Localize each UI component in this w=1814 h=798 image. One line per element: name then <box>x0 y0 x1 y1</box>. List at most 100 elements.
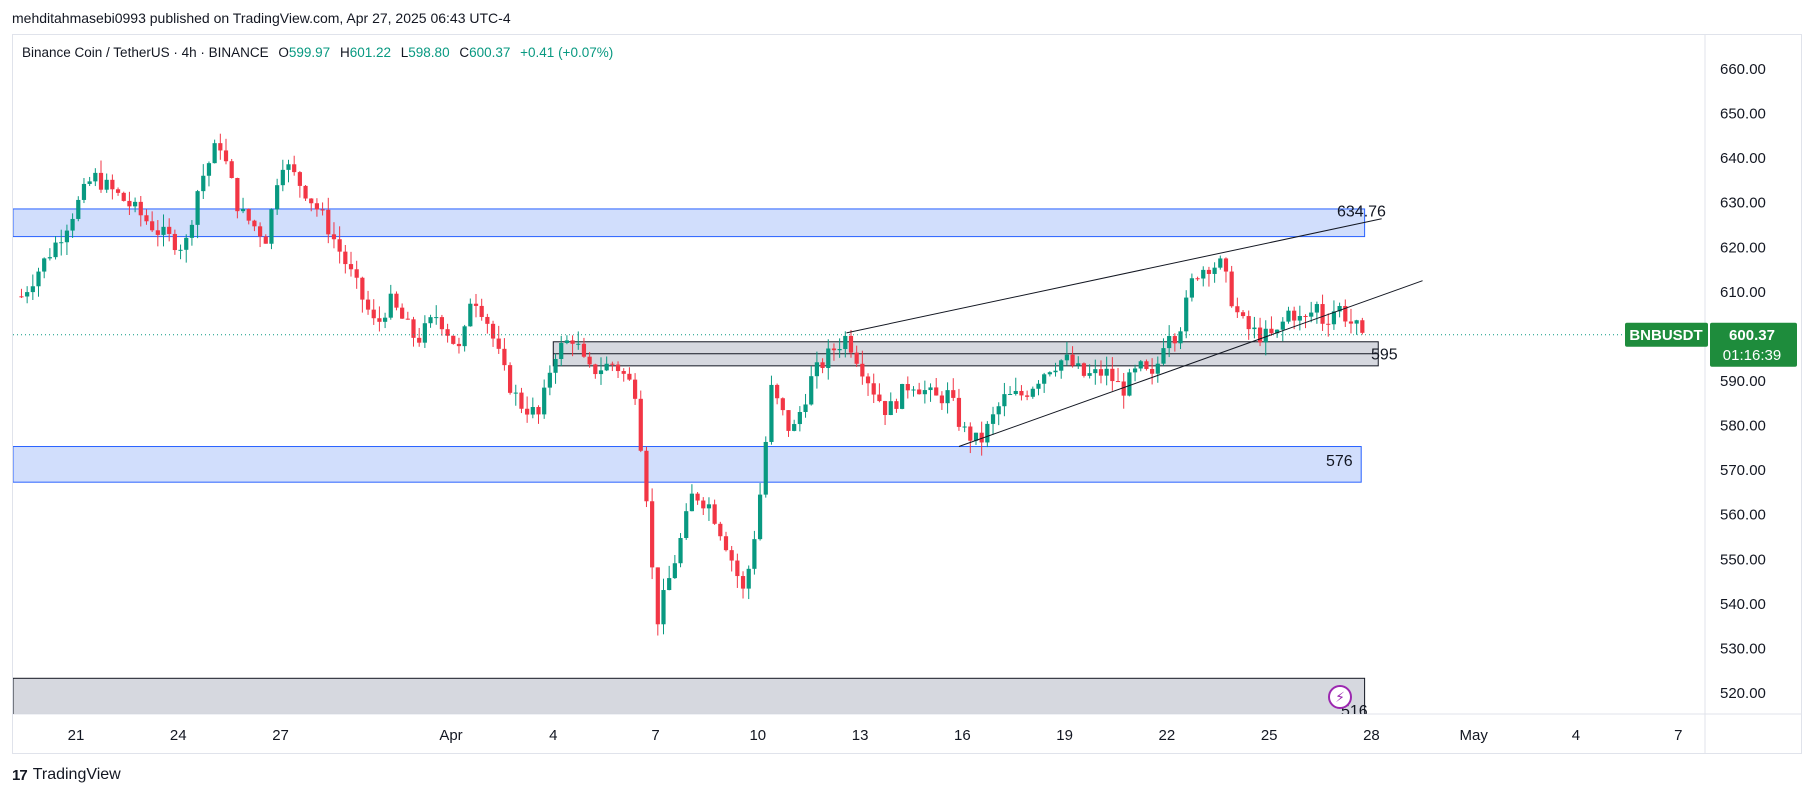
candle-body <box>1280 321 1285 330</box>
candle-body <box>848 335 854 353</box>
candle-body <box>1195 278 1200 280</box>
x-tick-label: 16 <box>954 727 971 744</box>
candle-body <box>865 376 871 384</box>
chart-frame <box>12 34 1802 754</box>
candle-body <box>1229 271 1234 307</box>
candle-body <box>928 387 933 391</box>
candle-body <box>257 226 263 237</box>
candle-body <box>269 209 274 244</box>
candle-body <box>53 242 58 258</box>
candle-body <box>445 329 450 336</box>
candle-body <box>627 373 632 380</box>
candle-body <box>303 185 308 199</box>
candle-body <box>1132 368 1138 373</box>
candle-body <box>337 239 342 252</box>
symbol-tag-text: BNBUSDT <box>1629 327 1702 344</box>
candle-body <box>877 394 882 402</box>
candle-body <box>1093 369 1098 374</box>
y-tick-label: 660.00 <box>1720 61 1766 78</box>
x-tick-label: 25 <box>1261 727 1278 744</box>
y-tick-label: 540.00 <box>1720 596 1766 613</box>
candle-body <box>962 426 967 428</box>
candle-body <box>1348 321 1354 324</box>
candle-body <box>831 348 837 351</box>
candle-body <box>837 348 842 351</box>
candle-body <box>559 342 564 359</box>
candle-body <box>1206 269 1212 274</box>
candle-body <box>451 335 456 344</box>
candle-body <box>1081 363 1087 376</box>
candle-body <box>411 319 416 338</box>
candle-body <box>1059 360 1064 371</box>
candle-body <box>206 163 212 176</box>
candle-body <box>479 305 484 317</box>
candle-body <box>1138 361 1143 369</box>
candle-body <box>98 172 104 190</box>
candle-body <box>996 406 1001 415</box>
candle-body <box>1184 297 1189 332</box>
candle-body <box>854 352 859 364</box>
candle-body <box>320 209 325 211</box>
candle-body <box>729 550 734 561</box>
candle-body <box>1144 361 1149 369</box>
open-label: O <box>278 45 289 60</box>
candle-body <box>1002 394 1007 407</box>
candle-body <box>212 143 217 164</box>
candle-body <box>81 183 87 200</box>
candle-body <box>570 340 575 344</box>
candle-body <box>1007 394 1013 396</box>
candle-body <box>76 199 81 219</box>
candle-body <box>820 362 825 369</box>
candle-body <box>189 224 195 238</box>
candle-body <box>661 590 666 625</box>
candle-body <box>42 258 47 272</box>
y-tick-label: 650.00 <box>1720 106 1766 123</box>
candle-body <box>25 292 30 297</box>
candle-body <box>377 318 382 322</box>
low-value: 598.80 <box>408 45 450 60</box>
candle-body <box>945 390 950 404</box>
y-tick-label: 620.00 <box>1720 239 1766 256</box>
high-label: H <box>339 45 350 60</box>
candle-body <box>598 370 604 375</box>
candle-body <box>502 348 507 366</box>
zone-blue <box>13 446 1362 483</box>
x-tick-label: May <box>1460 727 1489 744</box>
candle-body <box>405 318 410 320</box>
candle-body <box>1025 395 1030 397</box>
candle-body <box>201 175 206 192</box>
symbol-title[interactable]: Binance Coin / TetherUS · 4h · BINANCE <box>22 45 269 60</box>
candle-body <box>542 387 547 415</box>
x-tick-label: 27 <box>272 727 289 744</box>
candle-body <box>911 389 916 391</box>
footer-brand[interactable]: 17 TradingView <box>12 766 121 784</box>
candle-body <box>547 372 552 388</box>
candle-body <box>604 363 609 371</box>
candle-body <box>576 343 581 345</box>
candle-body <box>172 233 177 251</box>
candle-body <box>1360 320 1365 333</box>
candle-body <box>593 364 598 375</box>
candle-body <box>132 201 138 207</box>
candle-body <box>860 363 865 377</box>
plot-layer <box>13 133 1705 714</box>
candle-body <box>127 200 132 207</box>
candle-body <box>900 383 905 409</box>
candle-body <box>809 376 814 405</box>
candle-body <box>507 365 513 393</box>
close-label: C <box>459 45 470 60</box>
candle-body <box>1087 373 1092 376</box>
candle-body <box>752 539 757 569</box>
candle-body <box>718 523 723 537</box>
candle-body <box>280 169 285 186</box>
candle-body <box>615 364 621 372</box>
candle-body <box>246 209 251 221</box>
candle-body <box>1064 354 1069 361</box>
candle-body <box>990 414 996 424</box>
candle-body <box>485 316 490 324</box>
x-tick-label: 21 <box>68 727 85 744</box>
candle-body <box>638 398 643 451</box>
candle-body <box>382 317 388 322</box>
candle-body <box>1235 306 1240 313</box>
